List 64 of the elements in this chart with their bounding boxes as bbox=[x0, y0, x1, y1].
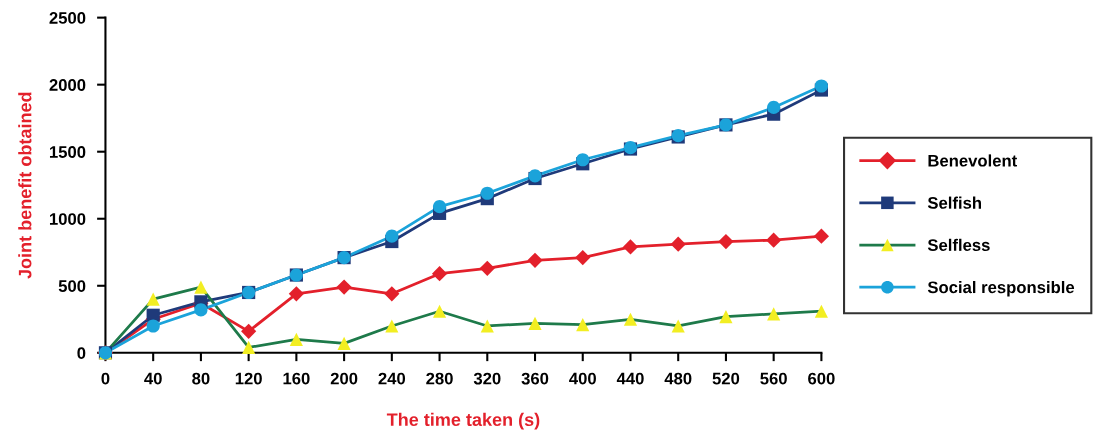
x-tick-label: 320 bbox=[473, 372, 501, 385]
point bbox=[385, 319, 399, 333]
point bbox=[527, 252, 543, 268]
point bbox=[194, 303, 208, 317]
x-tick-label: 0 bbox=[101, 372, 110, 385]
point bbox=[767, 100, 781, 115]
point bbox=[576, 318, 590, 332]
point bbox=[288, 286, 304, 302]
point bbox=[575, 250, 591, 266]
x-tick-label: 40 bbox=[144, 372, 162, 385]
point bbox=[814, 304, 828, 318]
point bbox=[146, 292, 160, 306]
x-axis-title: The time taken (s) bbox=[386, 412, 540, 430]
legend-label: Selfish bbox=[927, 196, 981, 209]
point bbox=[480, 319, 494, 333]
x-tick-label: 520 bbox=[712, 372, 740, 385]
legend-label: Benevolent bbox=[928, 154, 1018, 167]
point bbox=[766, 232, 782, 248]
point bbox=[432, 304, 447, 318]
point bbox=[670, 236, 686, 252]
point bbox=[432, 200, 447, 214]
point bbox=[336, 279, 352, 295]
x-tick-label: 560 bbox=[760, 372, 787, 385]
point bbox=[718, 233, 734, 250]
x-tick-label: 200 bbox=[330, 372, 358, 385]
y-axis-title: Joint benefit obtained bbox=[18, 92, 32, 279]
x-tick-label: 80 bbox=[192, 372, 210, 385]
point bbox=[242, 340, 256, 355]
x-tick-label: 160 bbox=[283, 372, 310, 385]
point bbox=[431, 266, 448, 282]
point bbox=[384, 286, 400, 302]
point bbox=[671, 319, 685, 333]
point bbox=[385, 229, 399, 243]
legend-label: Selfless bbox=[927, 238, 990, 252]
x-tick-label: 400 bbox=[569, 372, 596, 385]
y-tick-label: 500 bbox=[58, 280, 86, 292]
y-tick-label: 2500 bbox=[49, 12, 86, 24]
point bbox=[241, 323, 257, 339]
point bbox=[479, 260, 495, 276]
x-tick-label: 480 bbox=[664, 372, 692, 385]
x-tick-label: 240 bbox=[378, 372, 406, 385]
point bbox=[719, 310, 733, 324]
point bbox=[289, 332, 303, 346]
point bbox=[814, 79, 828, 93]
y-tick-label: 2000 bbox=[49, 79, 86, 91]
point bbox=[337, 336, 351, 350]
point bbox=[767, 307, 781, 321]
y-tick-label: 0 bbox=[77, 347, 86, 359]
y-tick-label: 1500 bbox=[49, 146, 86, 158]
point bbox=[480, 186, 494, 200]
y-tick-label: 1000 bbox=[49, 213, 86, 225]
x-tick-label: 440 bbox=[616, 372, 644, 385]
x-tick-label: 280 bbox=[426, 372, 453, 385]
point bbox=[528, 316, 542, 330]
point bbox=[622, 239, 639, 255]
x-tick-label: 600 bbox=[808, 372, 835, 385]
legend-label: Social responsible bbox=[927, 280, 1075, 297]
x-tick-label: 120 bbox=[235, 372, 262, 385]
point bbox=[194, 280, 208, 294]
point bbox=[146, 319, 160, 333]
point bbox=[623, 312, 638, 326]
point bbox=[576, 153, 590, 167]
x-tick-label: 360 bbox=[521, 372, 549, 385]
point bbox=[813, 228, 829, 244]
